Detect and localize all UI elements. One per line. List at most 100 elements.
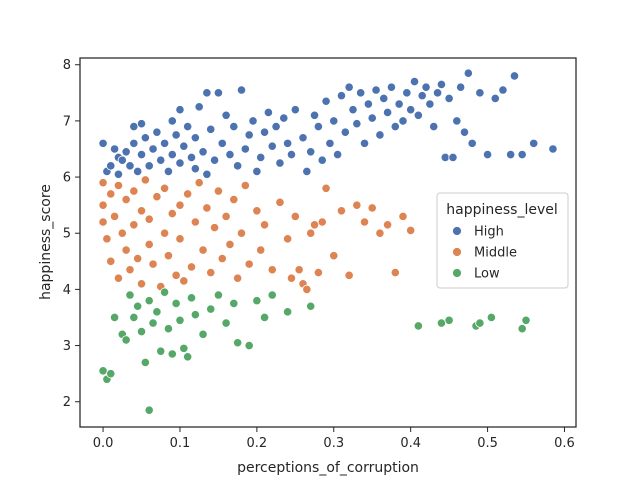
point-high-18: [156, 155, 166, 165]
point-middle-64: [359, 217, 370, 227]
point-middle-4: [106, 189, 116, 199]
point-middle-47: [240, 180, 250, 191]
point-high-58: [298, 133, 308, 143]
point-middle-1: [98, 200, 108, 210]
point-low-14: [152, 307, 162, 317]
point-middle-45: [233, 273, 243, 283]
point-high-8: [125, 161, 135, 171]
point-middle-43: [225, 239, 235, 250]
point-middle-51: [259, 220, 270, 230]
point-low-0: [98, 366, 108, 376]
point-high-83: [394, 99, 404, 109]
point-low-11: [144, 405, 154, 415]
point-low-27: [213, 290, 224, 300]
point-high-33: [202, 169, 212, 179]
x-tick-label-3: 0.3: [323, 436, 344, 451]
point-middle-18: [140, 175, 150, 185]
point-middle-73: [302, 284, 312, 294]
point-middle-59: [321, 183, 331, 193]
point-high-3: [110, 144, 120, 154]
point-high-31: [194, 102, 204, 112]
point-high-108: [509, 71, 520, 81]
point-low-36: [306, 301, 316, 311]
point-middle-69: [398, 211, 408, 221]
point-middle-58: [313, 267, 323, 278]
point-high-78: [375, 130, 385, 140]
point-low-19: [171, 298, 181, 309]
point-middle-71: [317, 217, 327, 227]
point-high-106: [498, 85, 508, 95]
point-high-28: [186, 152, 197, 163]
point-low-3: [110, 312, 120, 323]
point-high-32: [198, 147, 208, 157]
point-high-2: [106, 161, 116, 171]
point-high-68: [336, 91, 347, 101]
legend-label-middle: Middle: [474, 246, 517, 261]
point-high-27: [183, 121, 193, 132]
point-middle-11: [121, 194, 131, 205]
point-middle-54: [283, 234, 293, 244]
point-high-39: [221, 110, 231, 120]
point-low-24: [190, 310, 200, 320]
point-low-7: [129, 312, 139, 323]
point-high-67: [333, 150, 343, 160]
point-high-57: [290, 105, 300, 115]
x-tick-label-4: 0.4: [400, 436, 421, 451]
point-low-43: [517, 324, 527, 334]
legend-label-high: High: [474, 225, 504, 240]
point-middle-10: [121, 245, 131, 255]
point-high-82: [390, 121, 400, 132]
x-axis-label: perceptions_of_corruption: [237, 460, 419, 476]
point-middle-53: [275, 197, 285, 207]
point-high-88: [413, 110, 423, 120]
point-high-49: [259, 127, 270, 137]
point-high-5: [113, 169, 124, 179]
point-middle-60: [329, 251, 339, 261]
point-high-77: [371, 85, 381, 95]
point-high-91: [425, 99, 435, 109]
point-high-46: [248, 116, 258, 126]
point-middle-31: [179, 276, 189, 286]
point-middle-16: [136, 206, 147, 216]
point-high-66: [329, 116, 339, 126]
point-middle-35: [194, 178, 204, 188]
point-high-75: [363, 99, 373, 109]
point-middle-52: [267, 265, 277, 275]
point-high-101: [463, 68, 473, 78]
point-middle-15: [133, 253, 143, 264]
point-high-47: [252, 166, 262, 177]
point-high-59: [302, 166, 312, 177]
point-high-73: [356, 88, 366, 98]
point-low-37: [413, 321, 423, 331]
point-middle-34: [190, 217, 200, 227]
point-high-85: [402, 88, 412, 98]
point-middle-72: [309, 220, 320, 230]
point-middle-67: [382, 220, 393, 230]
point-high-80: [382, 107, 393, 118]
point-middle-27: [167, 208, 177, 219]
point-middle-46: [236, 228, 247, 238]
point-middle-14: [129, 186, 139, 196]
point-middle-50: [256, 245, 266, 255]
point-high-95: [440, 152, 450, 163]
point-high-37: [213, 88, 224, 98]
point-middle-37: [202, 203, 212, 213]
point-high-48: [256, 152, 266, 163]
point-high-40: [225, 150, 235, 160]
point-high-102: [467, 138, 477, 148]
y-tick-label-0: 2: [63, 395, 71, 410]
point-low-30: [233, 338, 243, 348]
point-middle-48: [244, 259, 254, 269]
point-high-104: [482, 150, 493, 160]
point-high-34: [202, 88, 212, 98]
point-middle-28: [171, 270, 181, 280]
point-high-38: [217, 138, 227, 148]
point-low-22: [183, 352, 193, 362]
point-high-100: [459, 127, 470, 137]
point-high-26: [179, 141, 189, 151]
point-high-11: [133, 166, 143, 177]
legend-marker-middle: [452, 247, 462, 257]
point-high-10: [129, 121, 139, 132]
point-middle-30: [175, 234, 185, 244]
